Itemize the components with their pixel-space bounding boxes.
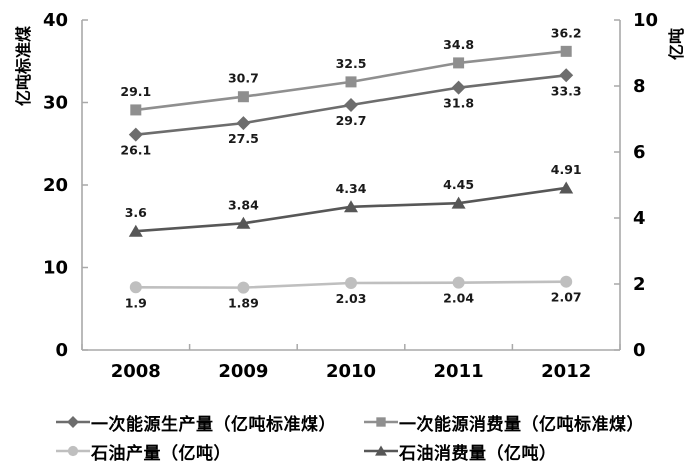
square-marker-icon <box>237 91 249 103</box>
circle-marker-icon <box>345 277 357 290</box>
chart-plot-area: 0 10 20 30 40 0 2 4 6 8 10 2008 2009 2010 2011 2012 26.1… <box>43 10 658 382</box>
data-label: 26.1 <box>120 143 151 158</box>
y-axis-right-tick-label: 10 <box>633 10 658 31</box>
right-y-axis-title: 亿吨 <box>667 28 686 61</box>
y-axis-right-tick-label: 0 <box>633 340 646 361</box>
data-label: 1.89 <box>228 296 259 311</box>
data-label: 2.03 <box>336 291 367 306</box>
legend-marker <box>364 445 398 456</box>
diamond-marker-icon <box>344 97 358 112</box>
data-label: 3.6 <box>125 205 147 220</box>
x-axis-tick-label: 2010 <box>326 361 376 382</box>
legend-label: 石油产量（亿吨） <box>91 443 231 464</box>
diamond-marker-icon <box>67 416 79 428</box>
legend-marker <box>56 416 90 428</box>
circle-marker-icon <box>452 276 465 289</box>
chart-legend: 一次能源生产量（亿吨标准煤） 一次能源消费量（亿吨标准煤） 石油产量（亿吨） 石油消费… <box>56 411 676 464</box>
data-label: 29.7 <box>336 113 367 128</box>
data-label: 32.5 <box>336 56 367 71</box>
x-axis-tick-label: 2008 <box>111 361 161 382</box>
circle-marker-icon <box>237 281 250 294</box>
y-axis-left-tick-label: 20 <box>43 175 68 196</box>
data-label: 2.07 <box>551 290 582 305</box>
circle-marker-icon <box>67 445 79 457</box>
series-3: 3.6 3.84 4.34 4.45 4.91 <box>125 162 582 237</box>
data-label: 34.8 <box>443 37 474 52</box>
triangle-marker-icon <box>559 181 574 194</box>
data-label: 4.91 <box>551 162 582 177</box>
x-axis-tick-label: 2011 <box>434 361 484 382</box>
legend-label: 一次能源生产量（亿吨标准煤） <box>91 414 336 435</box>
diamond-marker-icon <box>559 68 574 83</box>
data-label: 2.04 <box>443 291 474 306</box>
data-label: 3.84 <box>228 197 259 212</box>
y-axis-right-tick-label: 4 <box>633 208 646 229</box>
x-axis-tick-label: 2012 <box>541 361 591 382</box>
data-label: 30.7 <box>228 71 259 86</box>
triangle-marker-icon <box>128 224 143 237</box>
square-marker-icon <box>376 417 386 427</box>
legend-item-1: 一次能源消费量（亿吨标准煤） <box>364 411 676 435</box>
circle-marker-icon <box>129 281 142 294</box>
data-label: 36.2 <box>551 25 582 40</box>
left-y-axis-title: 亿吨标准煤 <box>14 26 33 107</box>
circle-marker-icon <box>560 275 573 288</box>
legend-item-0: 一次能源生产量（亿吨标准煤） <box>56 411 364 435</box>
y-axis-left-tick-label: 0 <box>55 340 68 361</box>
data-label: 4.45 <box>443 177 474 192</box>
square-marker-icon <box>560 45 572 57</box>
square-marker-icon <box>453 57 465 69</box>
y-axis-left-tick-label: 10 <box>43 258 68 279</box>
series-1: 29.1 30.7 32.5 34.8 36.2 <box>120 25 582 116</box>
y-axis-left-tick-label: 30 <box>43 93 68 114</box>
y-axis-right-tick-label: 2 <box>633 274 646 295</box>
y-axis-right-tick-label: 6 <box>633 142 646 163</box>
y-axis-right-tick-label: 8 <box>633 76 646 97</box>
x-axis-tick-label: 2009 <box>218 361 268 382</box>
triangle-marker-icon <box>375 445 387 456</box>
legend-label: 石油消费量（亿吨） <box>399 443 557 464</box>
diamond-marker-icon <box>128 127 143 142</box>
triangle-marker-icon <box>344 200 358 213</box>
data-label: 31.8 <box>443 96 474 111</box>
legend-item-2: 石油产量（亿吨） <box>56 440 364 464</box>
data-label: 29.1 <box>120 84 151 99</box>
square-marker-icon <box>130 104 142 116</box>
data-label: 27.5 <box>228 131 259 146</box>
data-label: 33.3 <box>551 83 582 98</box>
diamond-marker-icon <box>236 116 251 131</box>
legend-label: 一次能源消费量（亿吨标准煤） <box>399 414 644 435</box>
legend-marker <box>56 445 90 457</box>
legend-marker <box>364 417 398 427</box>
series-0: 26.1 27.5 29.7 31.8 33.3 <box>120 68 582 158</box>
legend-item-3: 石油消费量（亿吨） <box>364 440 676 464</box>
data-label: 1.9 <box>125 295 147 310</box>
data-label: 4.34 <box>336 181 367 196</box>
triangle-marker-icon <box>451 196 466 209</box>
diamond-marker-icon <box>451 80 466 95</box>
series-2: 1.9 1.89 2.03 2.04 2.07 <box>125 275 582 311</box>
square-marker-icon <box>345 76 357 88</box>
y-axis-left-tick-label: 40 <box>43 10 68 31</box>
triangle-marker-icon <box>236 216 251 229</box>
